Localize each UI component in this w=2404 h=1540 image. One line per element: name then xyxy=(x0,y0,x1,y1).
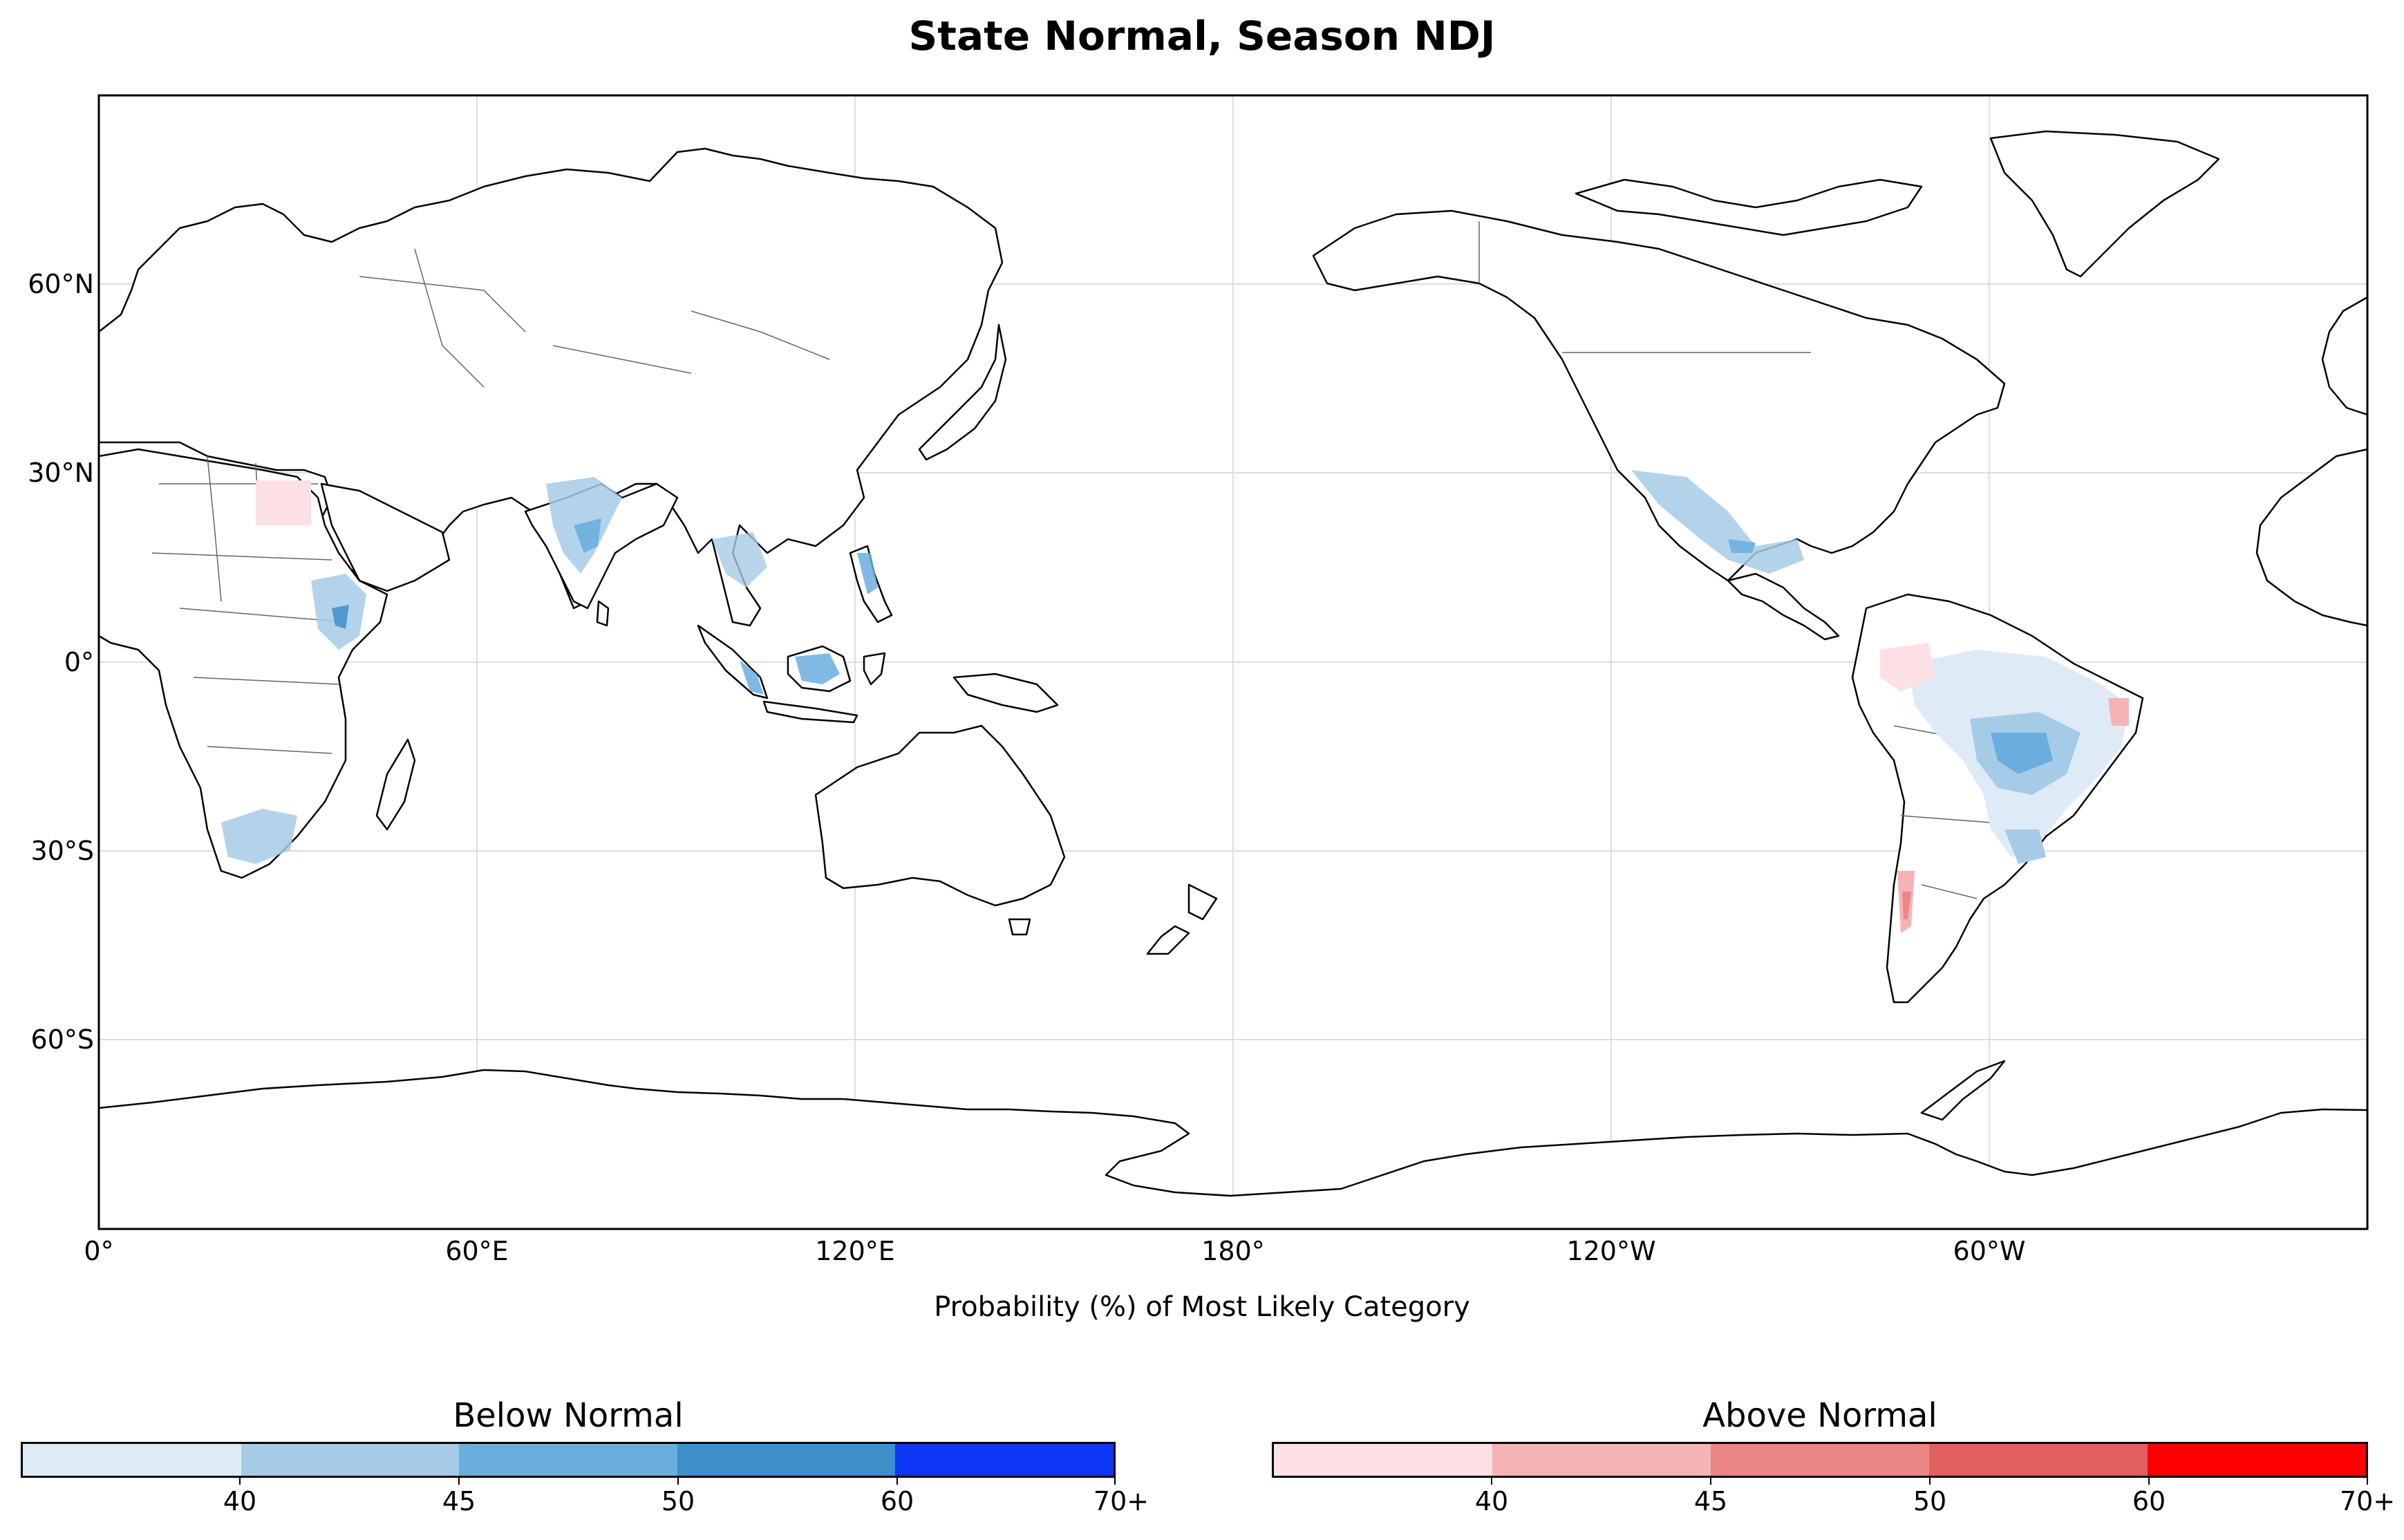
west-africa-landmass xyxy=(2255,448,2367,627)
newzealand-south-landmass xyxy=(1146,925,1190,955)
y-tick-30n: 30°N xyxy=(28,458,94,488)
above-normal-swatch-4 xyxy=(1929,1444,2148,1476)
europe-west-landmass xyxy=(2321,296,2367,416)
above-normal-title: Above Normal xyxy=(1702,1396,1937,1435)
antarctica-landmass xyxy=(99,1069,2367,1229)
x-tick-0: 0° xyxy=(84,1236,114,1266)
below-normal-tick-60: 60 xyxy=(880,1486,914,1516)
y-tick-30s: 30°S xyxy=(30,836,94,866)
x-axis-label: Probability (%) of Most Likely Category xyxy=(934,1291,1470,1323)
below-normal-swatch-2 xyxy=(241,1444,460,1476)
japan-landmass xyxy=(918,323,1007,461)
x-tick-60w: 60°W xyxy=(1953,1236,2026,1266)
sulawesi-landmass xyxy=(863,652,886,686)
brazil-east-above-normal xyxy=(2108,698,2129,726)
borneo-below-normal xyxy=(795,653,840,684)
java-landmass xyxy=(762,700,858,724)
map-title: State Normal, Season NDJ xyxy=(908,12,1496,59)
central-america-landmass xyxy=(1727,572,1840,641)
map-frame xyxy=(97,94,2369,1230)
africa-landmass xyxy=(99,448,388,879)
below-normal-swatch-4 xyxy=(677,1444,896,1476)
above-normal-tick-70: 70+ xyxy=(2339,1486,2396,1516)
philippines-below-normal xyxy=(857,553,878,594)
newzealand-landmass xyxy=(1187,883,1218,921)
brazil-below-normal-core xyxy=(1991,733,2053,774)
sumatra-below-normal xyxy=(740,660,764,695)
below-normal-tick-40: 40 xyxy=(223,1486,257,1516)
below-normal-tick-45: 45 xyxy=(442,1486,476,1516)
below-normal-swatch-3 xyxy=(459,1444,677,1476)
above-normal-tick-45: 45 xyxy=(1693,1486,1728,1516)
above-normal-swatch-5 xyxy=(2148,1444,2366,1476)
antarctic-peninsula-landmass xyxy=(1920,1060,2006,1121)
x-tick-120e: 120°E xyxy=(815,1236,895,1266)
north-america-landmass xyxy=(1312,209,2006,582)
above-normal-swatch-2 xyxy=(1492,1444,1711,1476)
x-tick-60e: 60°E xyxy=(445,1236,509,1266)
below-normal-swatch-1 xyxy=(23,1444,241,1476)
seasia-below-normal xyxy=(712,532,767,588)
eastafrica-below-normal-core xyxy=(332,605,349,629)
india-below-normal-core xyxy=(574,518,601,553)
x-tick-180: 180° xyxy=(1201,1236,1265,1266)
above-normal-tick-50: 50 xyxy=(1913,1486,1947,1516)
greenland-landmass xyxy=(1989,130,2220,278)
amazon-above-normal xyxy=(1880,643,1935,691)
arctic-islands-landmass xyxy=(1575,178,1923,236)
below-normal-tick-50: 50 xyxy=(661,1486,695,1516)
above-normal-swatch-3 xyxy=(1711,1444,1929,1476)
below-normal-swatch-5 xyxy=(895,1444,1114,1476)
srilanka-landmass xyxy=(596,600,610,627)
y-tick-60n: 60°N xyxy=(28,269,94,299)
y-tick-0: 0° xyxy=(64,647,94,677)
y-tick-60s: 60°S xyxy=(30,1024,94,1055)
x-tick-120w: 120°W xyxy=(1566,1236,1656,1266)
uruguay-below-normal xyxy=(2004,829,2046,864)
mexico-below-normal xyxy=(1631,470,1804,574)
arabia-landmass xyxy=(320,482,451,592)
australia-landmass xyxy=(814,724,1066,907)
below-normal-title: Below Normal xyxy=(453,1396,684,1435)
mexico-below-normal-core xyxy=(1728,539,1756,553)
egypt-above-normal xyxy=(256,480,311,525)
chile-above-normal-core xyxy=(1902,892,1911,919)
newguinea-landmass xyxy=(952,673,1059,713)
above-normal-colorbar xyxy=(1272,1442,2368,1478)
below-normal-colorbar xyxy=(21,1442,1116,1478)
below-normal-tick-70: 70+ xyxy=(1093,1486,1149,1516)
above-normal-swatch-1 xyxy=(1274,1444,1492,1476)
graticule-grid xyxy=(99,95,2367,1229)
tasmania-landmass xyxy=(1008,918,1031,936)
above-normal-tick-60: 60 xyxy=(2132,1486,2166,1516)
southafrica-below-normal xyxy=(221,809,297,864)
madagascar-landmass xyxy=(375,738,416,831)
above-normal-tick-40: 40 xyxy=(1474,1486,1509,1516)
forecast-shading xyxy=(221,470,2129,933)
